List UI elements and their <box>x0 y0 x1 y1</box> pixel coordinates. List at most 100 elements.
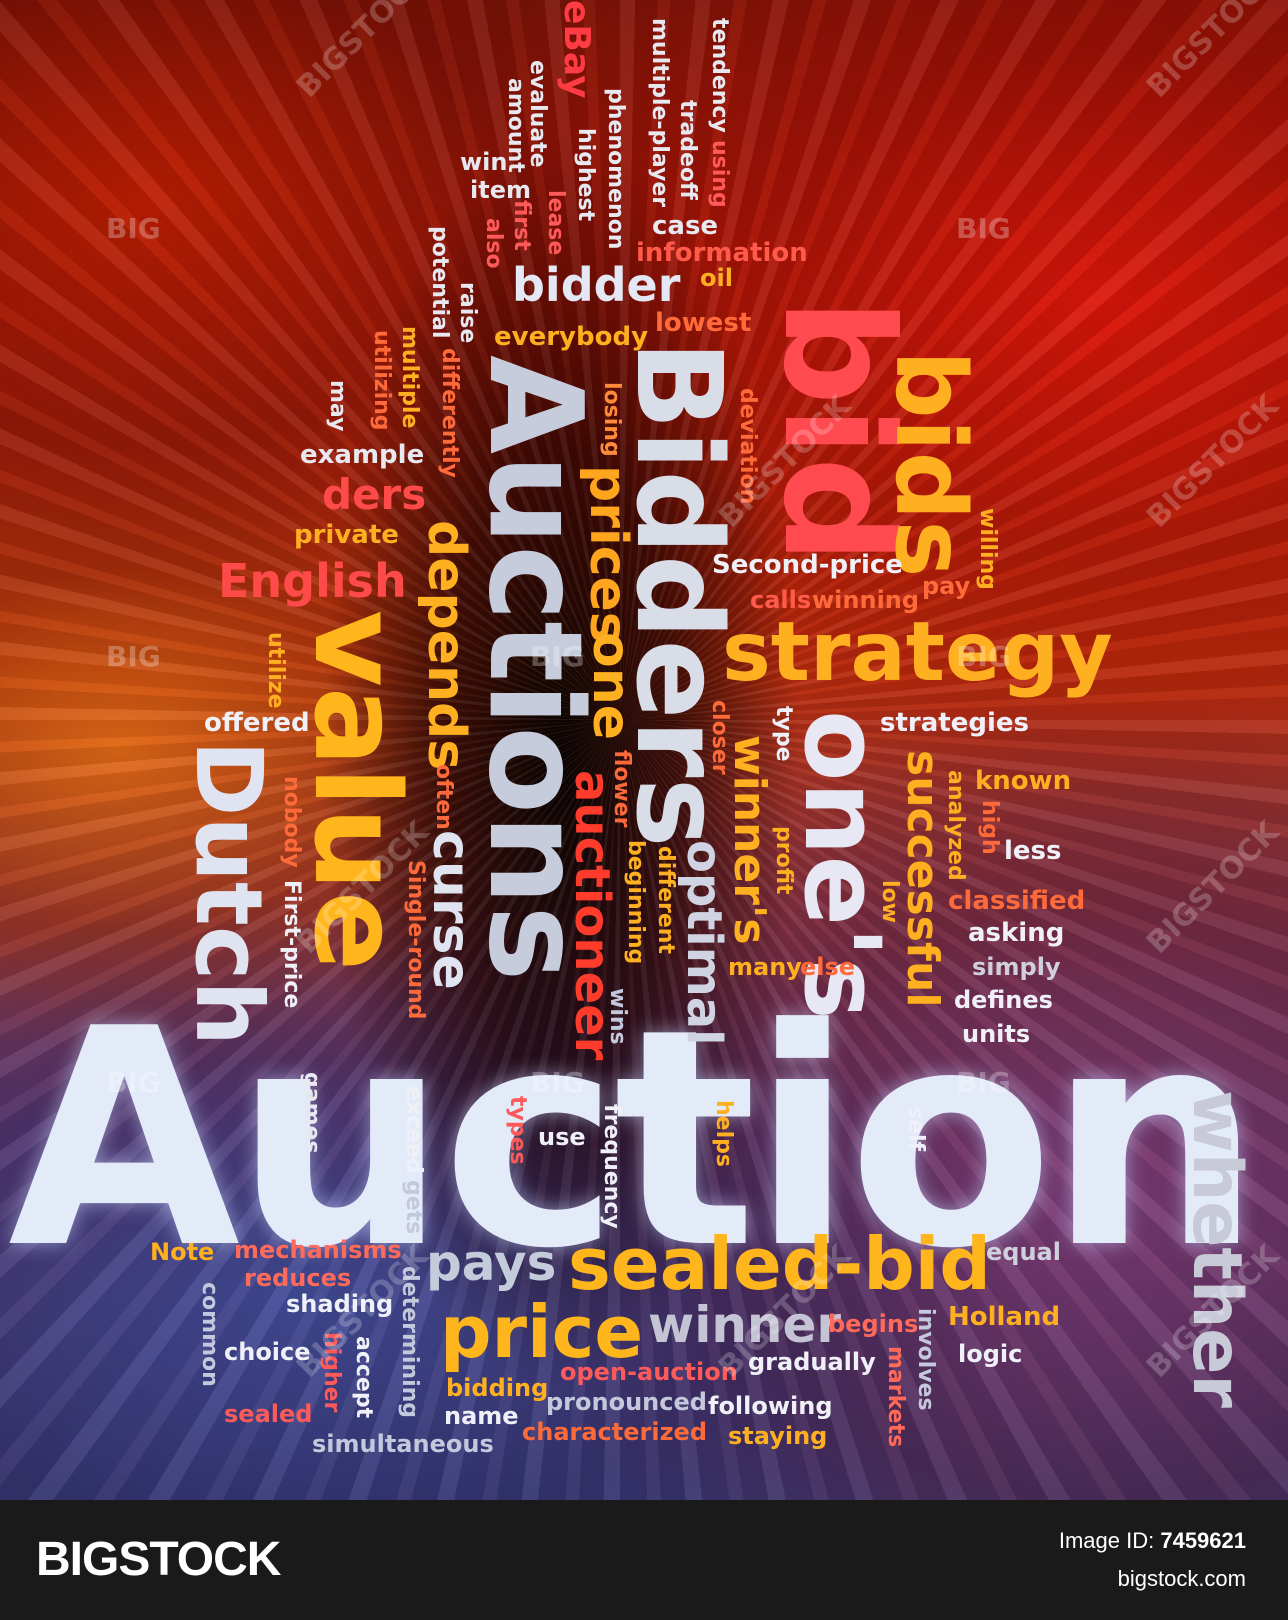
word-open-auction: open-auction <box>560 1358 738 1386</box>
word-exceed: exceed <box>401 1086 426 1174</box>
word-english: English <box>218 554 407 608</box>
word-multiple-player: multiple-player <box>647 18 672 208</box>
word-common: common <box>197 1282 222 1387</box>
word-optimal: optimal <box>676 840 732 1046</box>
word-raise: raise <box>455 282 480 344</box>
word-low: low <box>877 880 902 923</box>
word-frequency: frequency <box>599 1104 624 1229</box>
word-bidding: bidding <box>446 1374 549 1402</box>
word-ders: ders <box>322 470 427 519</box>
word-markets: markets <box>883 1346 908 1448</box>
word-curse: curse <box>421 830 481 990</box>
word-offered: offered <box>204 708 310 738</box>
word-also: also <box>481 218 506 269</box>
word-losing: losing <box>599 382 624 457</box>
watermark-big: BIG <box>956 1066 1011 1099</box>
watermark-big: BIG <box>106 640 161 673</box>
word-evaluate: evaluate <box>525 60 550 168</box>
watermark-big: BIG <box>106 1066 161 1099</box>
word-reduces: reduces <box>244 1264 352 1292</box>
word-amount: amount <box>503 78 528 173</box>
word-analyzed: analyzed <box>943 770 968 881</box>
word-different: different <box>653 846 678 954</box>
word-winners: winner's <box>724 735 775 945</box>
watermark-big: BIG <box>530 1066 585 1099</box>
word-sealed-bid: sealed-bid <box>568 1222 991 1306</box>
word-bids: bids <box>874 350 986 578</box>
word-nobody: nobody <box>279 776 304 868</box>
word-strategy: strategy <box>722 605 1113 700</box>
word-successful: successful <box>897 750 948 1008</box>
word-bidder: bidder <box>512 258 681 312</box>
word-may: may <box>325 380 350 432</box>
word-asking: asking <box>968 918 1065 948</box>
bigstock-logo: BIGSTOCK <box>36 1533 281 1586</box>
word-gradually: gradually <box>748 1348 876 1376</box>
word-else: else <box>800 953 856 981</box>
word-lowest: lowest <box>655 308 752 338</box>
image-id-label: Image ID: <box>1058 1528 1155 1553</box>
word-often: often <box>431 764 456 830</box>
word-simultaneous: simultaneous <box>312 1430 494 1458</box>
word-single-round: Single-round <box>403 860 428 1020</box>
word-information: information <box>636 238 808 268</box>
word-involves: involves <box>913 1308 938 1411</box>
word-everybody: everybody <box>494 322 649 352</box>
word-profit: profit <box>771 826 796 895</box>
word-using: using <box>707 140 732 208</box>
word-gets: gets <box>401 1180 426 1235</box>
word-types: types <box>505 1096 530 1165</box>
word-following: following <box>708 1392 833 1420</box>
word-defines: defines <box>954 986 1053 1014</box>
watermark-big: BIG <box>106 212 161 245</box>
word-less: less <box>1004 836 1062 866</box>
word-helps: helps <box>711 1100 736 1167</box>
word-pays: pays <box>426 1234 557 1292</box>
word-mechanisms: mechanisms <box>234 1236 402 1264</box>
word-known: known <box>975 766 1072 796</box>
word-wins: wins <box>605 988 630 1045</box>
word-phenomenon: phenomenon <box>603 88 628 250</box>
watermark-big: BIG <box>956 640 1011 673</box>
word-characterized: characterized <box>522 1418 708 1446</box>
image-id: Image ID: 7459621 <box>1059 1528 1246 1554</box>
word-pay: pay <box>922 572 971 600</box>
word-strategies: strategies <box>880 708 1029 738</box>
word-logic: logic <box>958 1340 1023 1368</box>
word-potential: potential <box>427 226 452 339</box>
word-simply: simply <box>972 953 1061 981</box>
word-oil: oil <box>700 264 733 292</box>
word-winner: winner <box>648 1296 842 1354</box>
watermark-big: BIG <box>956 212 1011 245</box>
word-second-price: Second-price <box>712 550 903 580</box>
word-accept: accept <box>351 1336 376 1419</box>
word-begins: begins <box>828 1310 919 1338</box>
word-self: self <box>903 1106 928 1152</box>
watermark-big: BIG <box>530 640 585 673</box>
image-id-value: 7459621 <box>1160 1528 1246 1553</box>
word-note: Note <box>150 1238 215 1266</box>
word-staying: staying <box>728 1422 828 1450</box>
word-tendency: tendency <box>707 18 732 133</box>
word-lease: lease <box>543 190 568 256</box>
word-type: type <box>771 706 796 762</box>
word-tradeoff: tradeoff <box>675 100 700 200</box>
word-games: games <box>299 1072 324 1154</box>
word-name: name <box>444 1402 519 1430</box>
word-winning: winning <box>812 586 920 614</box>
word-highest: highest <box>573 128 598 222</box>
light-rays <box>0 0 1288 1500</box>
word-utilizing: utilizing <box>369 330 394 431</box>
word-willing: willing <box>975 508 1000 590</box>
word-depends: depends <box>416 520 476 771</box>
word-many: many <box>728 953 802 981</box>
word-utilize: utilize <box>263 632 288 709</box>
word-cloud-image: Auction Auctions Bidders bid bids value … <box>0 0 1288 1500</box>
word-example: example <box>300 440 425 470</box>
word-whether: whether <box>1177 1090 1256 1408</box>
word-equal: equal <box>986 1238 1061 1266</box>
footer-bar <box>0 1500 1288 1620</box>
word-first: first <box>509 200 534 251</box>
word-auction: Auction <box>8 965 1262 1314</box>
word-high: high <box>977 800 1002 855</box>
